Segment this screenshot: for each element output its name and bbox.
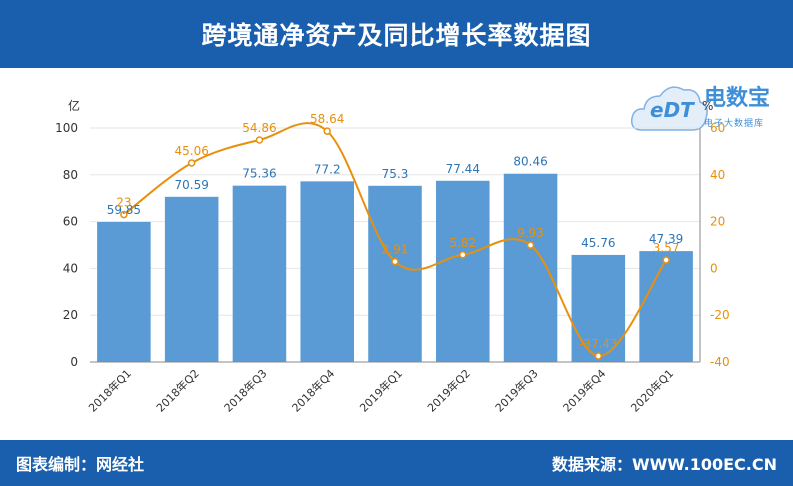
- y-right-unit-label: %: [702, 99, 713, 113]
- x-tick-label: 2018年Q4: [289, 366, 338, 415]
- bar-series: [97, 173, 693, 362]
- line-value-label: 23: [116, 196, 131, 210]
- bar-value-label: 75.3: [382, 167, 409, 181]
- bar-value-label: 75.36: [242, 167, 276, 181]
- y-left-unit-label: 亿: [68, 98, 80, 113]
- y-right-tick-label: 20: [710, 215, 725, 229]
- y-left-tick-label: 100: [55, 121, 78, 135]
- x-tick-label: 2019年Q1: [357, 366, 406, 415]
- bar: [639, 251, 693, 362]
- line-value-label: 2.91: [382, 243, 409, 257]
- line-value-label: 5.82: [449, 236, 476, 250]
- cloud-logo-icon: [630, 86, 708, 131]
- y-left-tick-label: 0: [70, 355, 78, 369]
- data-labels: 59.85 70.59 75.36 77.2 75.3 77.44 80.46 45.76 47…: [107, 112, 684, 351]
- line-value-label: 45.06: [174, 144, 208, 158]
- x-tick-label: 2019年Q4: [560, 366, 609, 415]
- bar-value-label: 77.44: [446, 162, 480, 176]
- logo-sub-text: 电子大数据库: [704, 119, 765, 129]
- line-value-label: 9.93: [517, 226, 544, 240]
- bar: [232, 185, 287, 362]
- chart-title: 跨境通净资产及同比增长率数据图: [201, 21, 592, 50]
- x-tick-label: 2018年Q1: [85, 366, 134, 415]
- x-tick-label: 2020年Q1: [628, 366, 677, 415]
- line-point: [526, 241, 535, 249]
- line-point: [594, 352, 603, 360]
- growth-rate-line: [123, 122, 667, 357]
- bar: [164, 196, 219, 362]
- y-left-tick-label: 80: [63, 168, 78, 182]
- x-tick-label: 2019年Q2: [424, 366, 473, 415]
- line-point: [120, 210, 128, 219]
- x-tick-label: 2018年Q3: [221, 366, 270, 415]
- footer-bar: 图表编制：网经社 数据来源：WWW.100EC.CN: [0, 440, 793, 486]
- bar-value-label: 77.2: [314, 162, 341, 176]
- bar: [503, 173, 558, 362]
- line-point: [662, 256, 670, 264]
- line-point: [187, 159, 196, 167]
- line-value-label: -37.43: [579, 337, 618, 351]
- bar-value-label: 47.39: [649, 232, 683, 246]
- y-right-tick-label: 60: [710, 121, 725, 135]
- y-left-tick-label: 60: [63, 215, 78, 229]
- logo-main-text: 电数宝: [704, 86, 771, 111]
- y-right-tick-label: 40: [710, 168, 725, 182]
- bar-value-label: 70.59: [174, 178, 208, 192]
- edt-logo: eDT 电数宝 电子大数据库: [628, 74, 788, 136]
- bar: [368, 185, 422, 362]
- y-right-tick-label: -40: [710, 355, 730, 369]
- y-left-tick-label: 20: [63, 308, 78, 322]
- x-tick-label: 2018年Q2: [153, 366, 202, 415]
- line-series: [120, 122, 670, 360]
- bar-value-label: 45.76: [581, 236, 615, 250]
- bar: [436, 180, 490, 362]
- bar: [300, 181, 354, 362]
- line-value-label: 58.64: [310, 112, 344, 126]
- y-right-tick-label: -20: [710, 308, 730, 322]
- logo-edt-text: eDT: [650, 98, 694, 122]
- line-value-label: 3.57: [653, 241, 680, 255]
- line-point: [323, 127, 331, 135]
- footer-source: 数据来源：WWW.100EC.CN: [551, 455, 777, 474]
- x-tick-label: 2019年Q3: [492, 366, 541, 415]
- footer-credit: 图表编制：网经社: [16, 455, 145, 474]
- y-left-tick-label: 40: [63, 261, 78, 275]
- chart-plot: 0 20 40 60 80 100 -40 -20 0 20 40 60 亿 % 2018年Q1 2018年Q…: [55, 98, 730, 415]
- line-point: [255, 136, 264, 144]
- chart-header: 跨境通净资产及同比增长率数据图: [0, 0, 793, 68]
- bar-value-label: 59.85: [107, 203, 141, 217]
- bar: [97, 221, 151, 362]
- line-point: [459, 251, 467, 259]
- bar-value-label: 80.46: [513, 155, 547, 169]
- y-right-tick-label: 0: [710, 261, 718, 275]
- line-value-label: 54.86: [242, 121, 276, 135]
- line-point: [391, 257, 399, 266]
